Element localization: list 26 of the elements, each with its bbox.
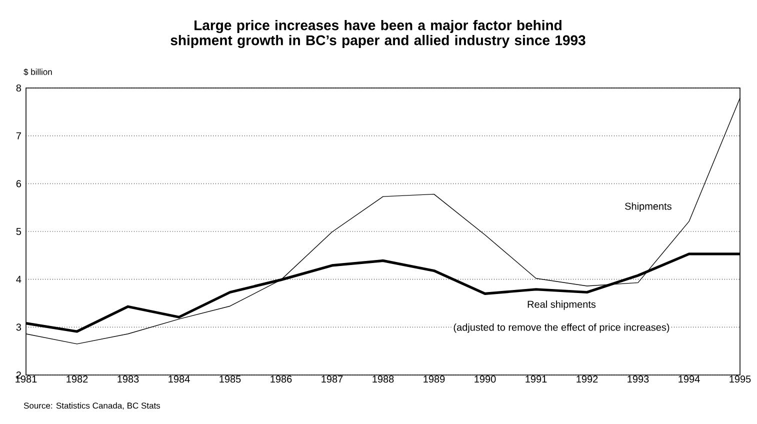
- series-label: Shipments: [625, 202, 672, 212]
- series-label: Real shipments: [528, 300, 596, 310]
- x-tick-label: 1994: [678, 376, 700, 383]
- y-tick-label: 5: [16, 228, 22, 235]
- y-tick-label: 6: [16, 180, 22, 188]
- x-tick-label: 1984: [168, 376, 190, 383]
- x-tick-label: 1991: [526, 376, 547, 383]
- annotation: (adjusted to remove the effect of price increases): [454, 323, 670, 333]
- x-tick-label: 1986: [270, 376, 292, 383]
- y-tick-label: 4: [16, 276, 22, 283]
- y-tick-label: 8: [16, 84, 22, 92]
- y-tick-label: 3: [16, 324, 22, 331]
- x-tick-label: 1989: [424, 376, 445, 383]
- x-tick-label: 1992: [576, 376, 598, 383]
- x-tick-label: 1995: [730, 376, 751, 383]
- x-tick-label: 1982: [66, 376, 88, 383]
- chart-title: Large price increases have been a major factor behind shipment growth in BC’s paper and allied industry since 1993: [170, 20, 586, 48]
- x-tick-label: 1983: [118, 376, 139, 383]
- y-axis-title: $ billion: [24, 68, 52, 76]
- x-tick-label: 1988: [372, 376, 394, 383]
- source-note: Source: Statistics Canada, BC Stats: [24, 402, 160, 410]
- y-tick-label: 7: [16, 132, 21, 140]
- x-tick-label: 1993: [628, 376, 649, 383]
- x-tick-label: 1987: [322, 376, 343, 383]
- x-tick-label: 1985: [220, 376, 241, 383]
- x-tick-label: 1990: [474, 376, 496, 383]
